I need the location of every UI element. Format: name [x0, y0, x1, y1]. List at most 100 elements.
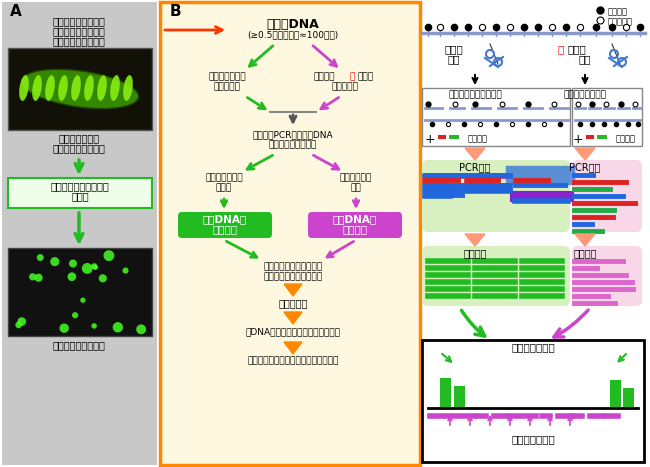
Text: PCR増幅: PCR増幅	[569, 162, 601, 172]
Text: 非メチル化領域: 非メチル化領域	[205, 173, 243, 182]
Polygon shape	[284, 342, 302, 354]
Text: 増幅DNAを: 増幅DNAを	[203, 214, 247, 224]
Text: 感受性: 感受性	[567, 44, 586, 54]
Bar	[449, 135, 459, 139]
FancyBboxPatch shape	[178, 212, 272, 238]
Circle shape	[93, 265, 98, 270]
Text: 染色体全体のメチル化パターンを表示: 染色体全体のメチル化パターンを表示	[247, 356, 339, 365]
Text: 感受性: 感受性	[357, 72, 373, 81]
Text: +: +	[424, 133, 436, 146]
Bar	[422, 340, 644, 462]
Circle shape	[82, 263, 93, 274]
Ellipse shape	[46, 75, 55, 101]
Circle shape	[34, 274, 43, 282]
Circle shape	[50, 257, 59, 266]
Text: 各DNA断片のメチル化レベルを算出: 各DNA断片のメチル化レベルを算出	[246, 327, 341, 336]
Text: ゲノム全体の: ゲノム全体の	[340, 173, 372, 182]
Text: 酵素: 酵素	[448, 54, 460, 64]
Bar	[597, 135, 607, 139]
Text: メチル化: メチル化	[313, 72, 335, 81]
Bar	[572, 88, 642, 146]
Text: （緑色が生殖細胞）: （緑色が生殖細胞）	[53, 143, 105, 153]
Text: 酵素で切断: 酵素で切断	[332, 82, 358, 91]
Bar	[422, 88, 570, 146]
Text: る遺伝子導入マウス: る遺伝子導入マウス	[53, 36, 105, 46]
Bar	[623, 388, 634, 408]
Text: メチル化: メチル化	[608, 7, 628, 16]
Text: の増幅: の増幅	[216, 183, 232, 192]
Circle shape	[112, 322, 123, 333]
Bar	[8, 248, 152, 336]
Bar	[586, 135, 594, 139]
Polygon shape	[575, 234, 595, 246]
Text: 増幅DNAを: 増幅DNAを	[333, 214, 377, 224]
Ellipse shape	[20, 75, 29, 101]
Circle shape	[69, 260, 77, 268]
Bar	[440, 378, 451, 408]
Text: (≥0.5ナノグラム≈100細胞): (≥0.5ナノグラム≈100細胞)	[248, 30, 339, 39]
Text: B: B	[170, 4, 181, 19]
Text: 純化された生殖細胞: 純化された生殖細胞	[53, 340, 105, 350]
Text: 集団を偏りなく増幅: 集団を偏りなく増幅	[269, 140, 317, 149]
Bar	[8, 178, 152, 208]
FancyBboxPatch shape	[572, 160, 642, 232]
Text: 非メチル化領域の切断: 非メチル化領域の切断	[448, 90, 502, 99]
Polygon shape	[575, 148, 595, 160]
Ellipse shape	[72, 75, 81, 101]
Circle shape	[37, 254, 44, 261]
Bar	[438, 135, 446, 139]
Text: 蛍光標識: 蛍光標識	[213, 224, 237, 234]
Circle shape	[16, 322, 22, 328]
Text: メチル化感受性: メチル化感受性	[208, 72, 246, 81]
FancyBboxPatch shape	[308, 212, 402, 238]
Text: 感受性: 感受性	[445, 44, 463, 54]
Text: データ解析: データ解析	[278, 298, 307, 308]
Ellipse shape	[111, 75, 120, 101]
Bar	[8, 48, 152, 130]
Bar	[610, 380, 621, 408]
Ellipse shape	[21, 70, 138, 109]
Ellipse shape	[84, 75, 94, 101]
Text: 非: 非	[349, 72, 354, 81]
Ellipse shape	[124, 75, 133, 101]
Circle shape	[99, 274, 107, 283]
Bar	[160, 2, 420, 465]
Text: A: A	[10, 4, 21, 19]
Text: 生殖細胞で緑色蛍光: 生殖細胞で緑色蛍光	[53, 16, 105, 26]
Circle shape	[29, 273, 36, 280]
Text: タンパク質を発現す: タンパク質を発現す	[53, 26, 105, 36]
Ellipse shape	[98, 75, 107, 101]
Text: ゲノム全体の切断: ゲノム全体の切断	[564, 90, 606, 99]
Circle shape	[122, 268, 129, 274]
Ellipse shape	[58, 75, 68, 101]
Text: +: +	[573, 133, 583, 146]
Circle shape	[103, 250, 114, 261]
Text: 酵素: 酵素	[578, 54, 592, 64]
Bar	[2, 2, 157, 465]
Circle shape	[136, 325, 146, 334]
FancyBboxPatch shape	[422, 160, 570, 232]
Text: 染色体全域を解析可能な: 染色体全域を解析可能な	[263, 262, 322, 271]
Text: 蛍光標識: 蛍光標識	[463, 248, 487, 258]
Circle shape	[72, 312, 78, 318]
Text: 低メチル化領域: 低メチル化領域	[511, 342, 555, 352]
Text: リンカー: リンカー	[616, 134, 636, 143]
Text: 酵素で切断: 酵素で切断	[214, 82, 240, 91]
Circle shape	[18, 317, 26, 326]
Text: リンカー: リンカー	[468, 134, 488, 143]
FancyBboxPatch shape	[422, 246, 570, 306]
Polygon shape	[284, 284, 302, 296]
Text: リンカーPCR法によりDNA: リンカーPCR法によりDNA	[253, 130, 333, 139]
Bar	[454, 386, 465, 408]
Text: カスタムマイクロアレイ: カスタムマイクロアレイ	[263, 272, 322, 281]
Text: 増幅: 増幅	[350, 183, 361, 192]
Text: PCR増幅: PCR増幅	[460, 162, 491, 172]
Circle shape	[92, 323, 97, 329]
Text: 蛍光を目印に生殖細胞: 蛍光を目印に生殖細胞	[51, 181, 109, 191]
Polygon shape	[284, 312, 302, 324]
Text: 蛍光標識: 蛍光標識	[573, 248, 597, 258]
Polygon shape	[465, 148, 485, 160]
Ellipse shape	[32, 75, 42, 101]
Text: 蛍光標識: 蛍光標識	[343, 224, 367, 234]
Circle shape	[60, 324, 69, 333]
